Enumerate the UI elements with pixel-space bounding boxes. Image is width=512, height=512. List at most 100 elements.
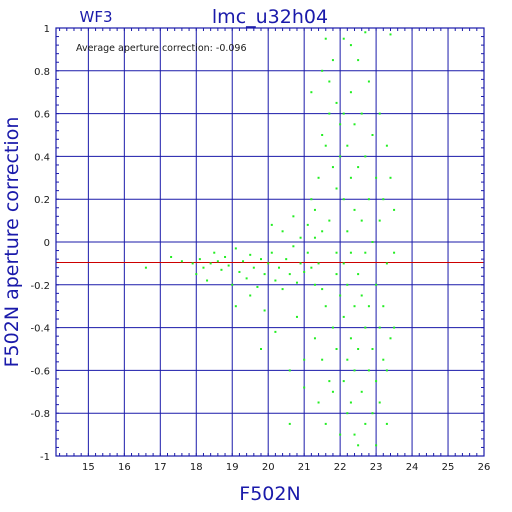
grid xyxy=(56,28,484,456)
data-point xyxy=(382,198,385,201)
data-point xyxy=(364,251,367,254)
data-point xyxy=(299,236,302,239)
data-point xyxy=(353,305,356,308)
data-point xyxy=(220,268,223,271)
data-point xyxy=(375,444,378,447)
data-point xyxy=(277,266,280,269)
data-point xyxy=(313,236,316,239)
y-tick-label: -0.6 xyxy=(30,366,50,377)
data-point xyxy=(306,251,309,254)
y-tick-label: -0.2 xyxy=(30,281,50,292)
data-point xyxy=(360,219,363,222)
data-point xyxy=(353,208,356,211)
x-axis-label: F502N xyxy=(239,483,300,505)
data-point xyxy=(270,251,273,254)
y-tick-label: 1 xyxy=(44,24,50,35)
data-point xyxy=(303,358,306,361)
data-point xyxy=(367,305,370,308)
y-tick-label: 0 xyxy=(44,238,50,249)
data-point xyxy=(346,412,349,415)
data-point xyxy=(274,279,277,282)
data-point xyxy=(317,401,320,404)
data-point xyxy=(328,219,331,222)
data-point xyxy=(306,223,309,226)
data-point xyxy=(303,270,306,273)
data-point xyxy=(321,69,324,72)
data-point xyxy=(357,273,360,276)
x-tick-label: 24 xyxy=(406,462,419,473)
data-point xyxy=(378,326,381,329)
data-point xyxy=(213,251,216,254)
data-point xyxy=(371,134,374,136)
data-point xyxy=(375,283,378,286)
data-point xyxy=(195,273,198,276)
y-tick-labels: 1 0.8 0.6 0.4 0.2 0 -0.2 -0.4 -0.6 -0.8 -1 xyxy=(30,24,50,463)
data-point xyxy=(360,390,363,393)
data-point xyxy=(364,326,367,329)
data-point xyxy=(335,101,338,104)
x-tick-label: 19 xyxy=(226,462,239,473)
data-point xyxy=(385,422,388,425)
data-point xyxy=(260,348,263,350)
data-point xyxy=(342,112,345,115)
data-point xyxy=(321,358,324,361)
data-point xyxy=(346,283,349,286)
data-point xyxy=(357,166,360,169)
data-point xyxy=(227,264,230,267)
x-tick-label: 20 xyxy=(262,462,275,473)
data-point xyxy=(349,44,352,47)
data-point xyxy=(310,91,313,94)
data-point xyxy=(180,260,183,263)
y-tick-label: 0.4 xyxy=(34,152,50,163)
data-point xyxy=(346,144,349,147)
data-point xyxy=(389,337,392,340)
data-point xyxy=(360,112,363,115)
x-tick-label: 15 xyxy=(82,462,95,473)
data-point xyxy=(209,262,212,265)
data-point xyxy=(249,294,252,297)
data-point xyxy=(310,198,313,201)
data-point xyxy=(378,112,381,115)
y-tick-label: 0.8 xyxy=(34,67,50,78)
data-point xyxy=(206,279,209,282)
data-point xyxy=(331,166,334,169)
data-point xyxy=(382,358,385,361)
data-point xyxy=(357,444,360,447)
data-point xyxy=(321,230,324,233)
data-point xyxy=(335,348,338,350)
data-point xyxy=(385,262,388,265)
data-point xyxy=(349,251,352,254)
y-tick-label: 0.6 xyxy=(34,110,50,121)
data-point xyxy=(224,255,227,258)
data-point xyxy=(313,283,316,286)
y-tick-label: -0.8 xyxy=(30,409,50,420)
data-point xyxy=(367,369,370,372)
data-point xyxy=(389,33,392,36)
data-point xyxy=(349,176,352,179)
x-tick-labels: 15 16 17 18 19 20 21 22 23 24 25 26 xyxy=(82,462,490,473)
data-point xyxy=(357,59,360,62)
data-point xyxy=(317,176,320,179)
data-point xyxy=(360,294,363,297)
data-point xyxy=(324,37,327,40)
data-point xyxy=(170,255,173,258)
data-point xyxy=(331,59,334,62)
data-point xyxy=(346,230,349,233)
data-point xyxy=(324,305,327,308)
y-tick-label: -1 xyxy=(40,452,50,463)
data-point xyxy=(342,380,345,383)
data-point xyxy=(371,348,374,350)
data-point xyxy=(288,369,291,372)
data-point xyxy=(349,337,352,340)
data-point xyxy=(303,386,306,389)
data-point xyxy=(385,144,388,147)
data-point xyxy=(382,305,385,308)
data-point xyxy=(371,241,374,243)
data-points xyxy=(144,31,396,447)
data-point xyxy=(285,258,288,261)
data-point xyxy=(393,326,396,329)
x-tick-label: 22 xyxy=(334,462,347,473)
data-point xyxy=(270,223,273,226)
data-point xyxy=(364,155,367,158)
